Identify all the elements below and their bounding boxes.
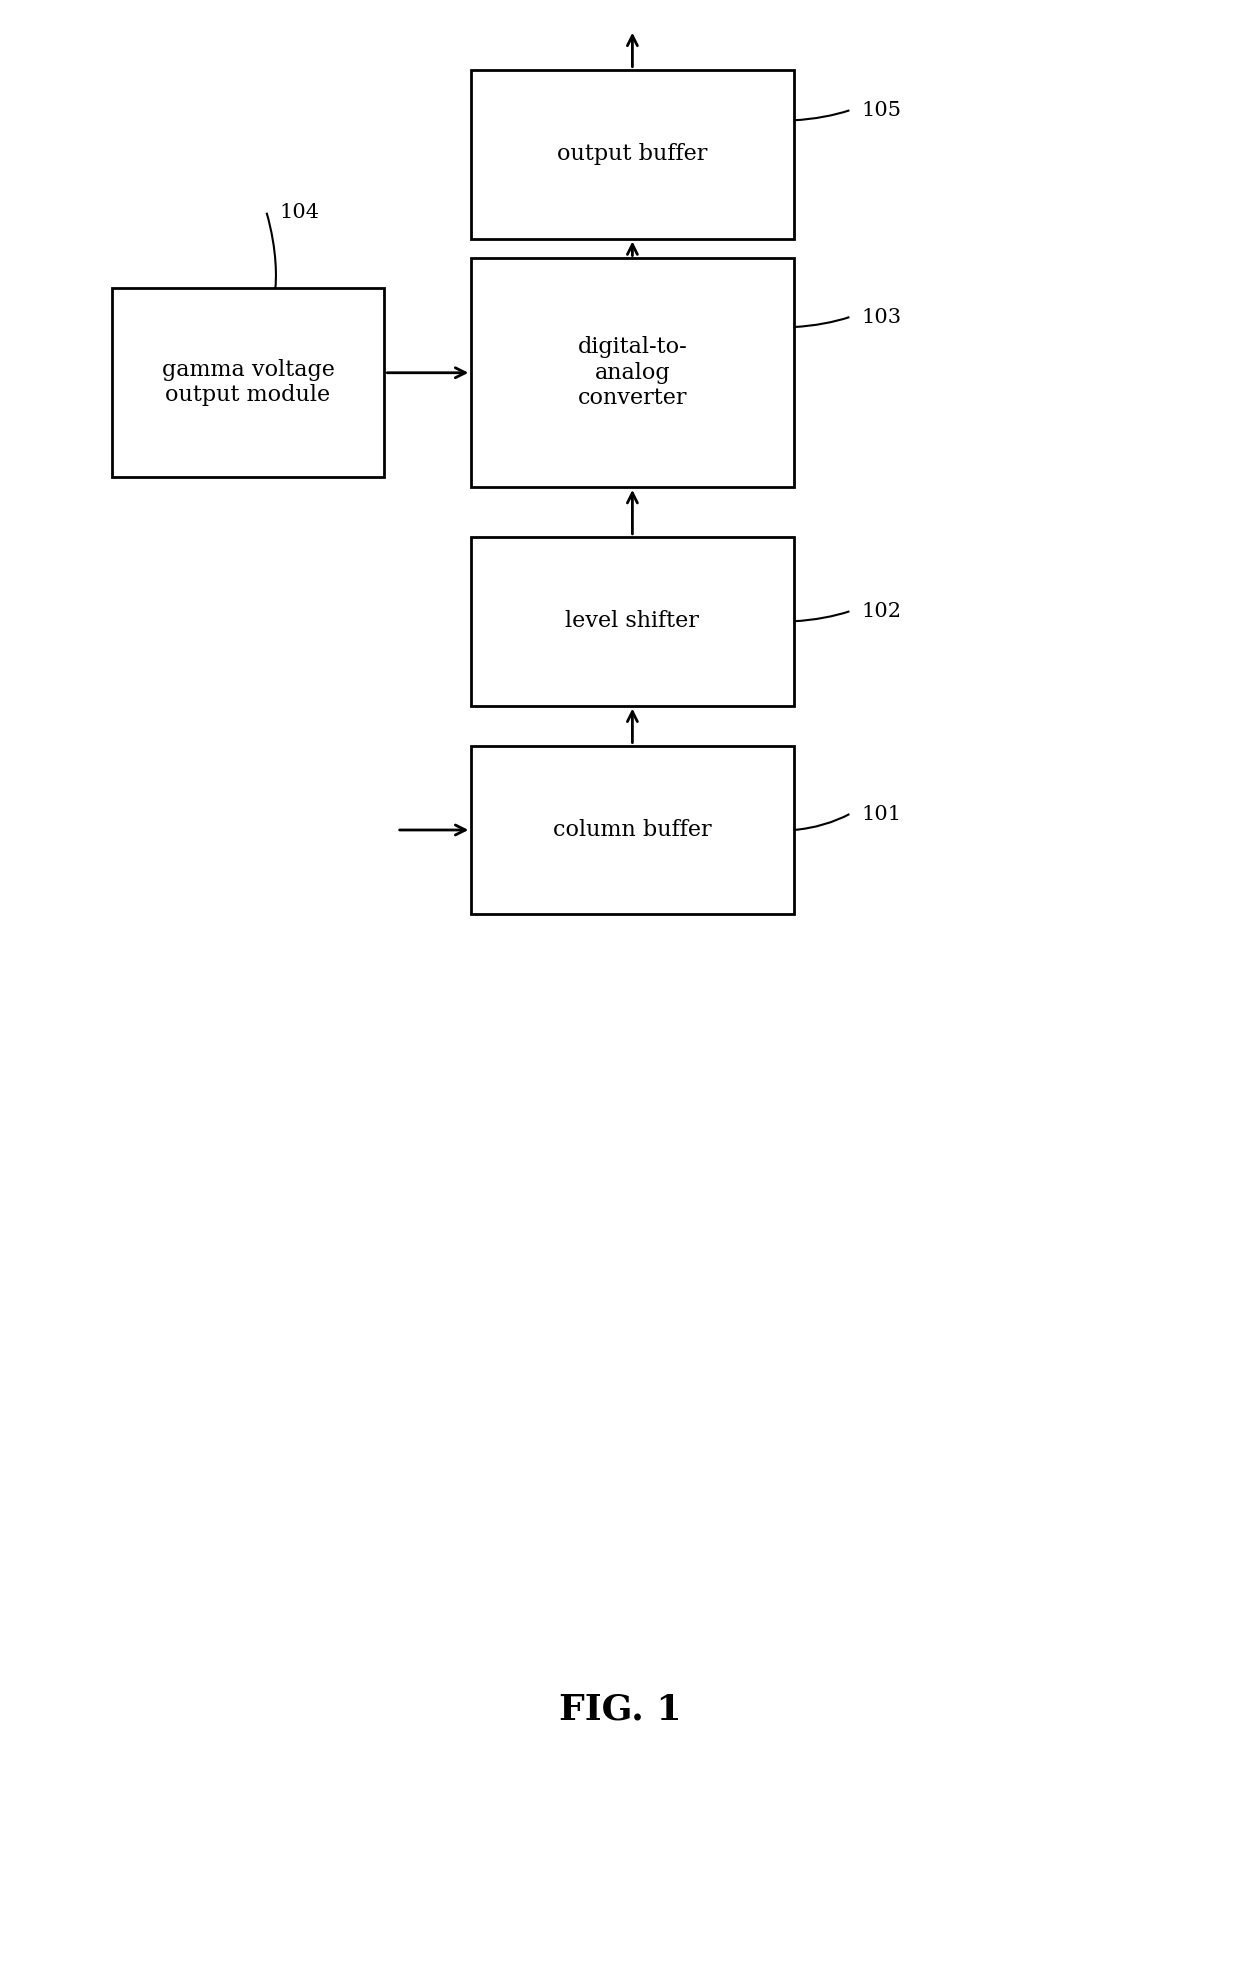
- FancyBboxPatch shape: [471, 70, 794, 239]
- Text: column buffer: column buffer: [553, 819, 712, 841]
- Text: 103: 103: [862, 308, 901, 326]
- FancyBboxPatch shape: [112, 288, 384, 477]
- Text: gamma voltage
output module: gamma voltage output module: [161, 360, 335, 406]
- Text: digital-to-
analog
converter: digital-to- analog converter: [578, 336, 687, 410]
- Text: FIG. 1: FIG. 1: [559, 1692, 681, 1728]
- FancyBboxPatch shape: [471, 537, 794, 706]
- Text: 102: 102: [862, 602, 901, 620]
- Text: 105: 105: [862, 101, 901, 119]
- FancyBboxPatch shape: [471, 746, 794, 914]
- FancyBboxPatch shape: [471, 258, 794, 487]
- Text: output buffer: output buffer: [557, 143, 708, 165]
- Text: level shifter: level shifter: [565, 610, 699, 632]
- Text: 101: 101: [862, 805, 901, 823]
- Text: 104: 104: [279, 203, 319, 223]
